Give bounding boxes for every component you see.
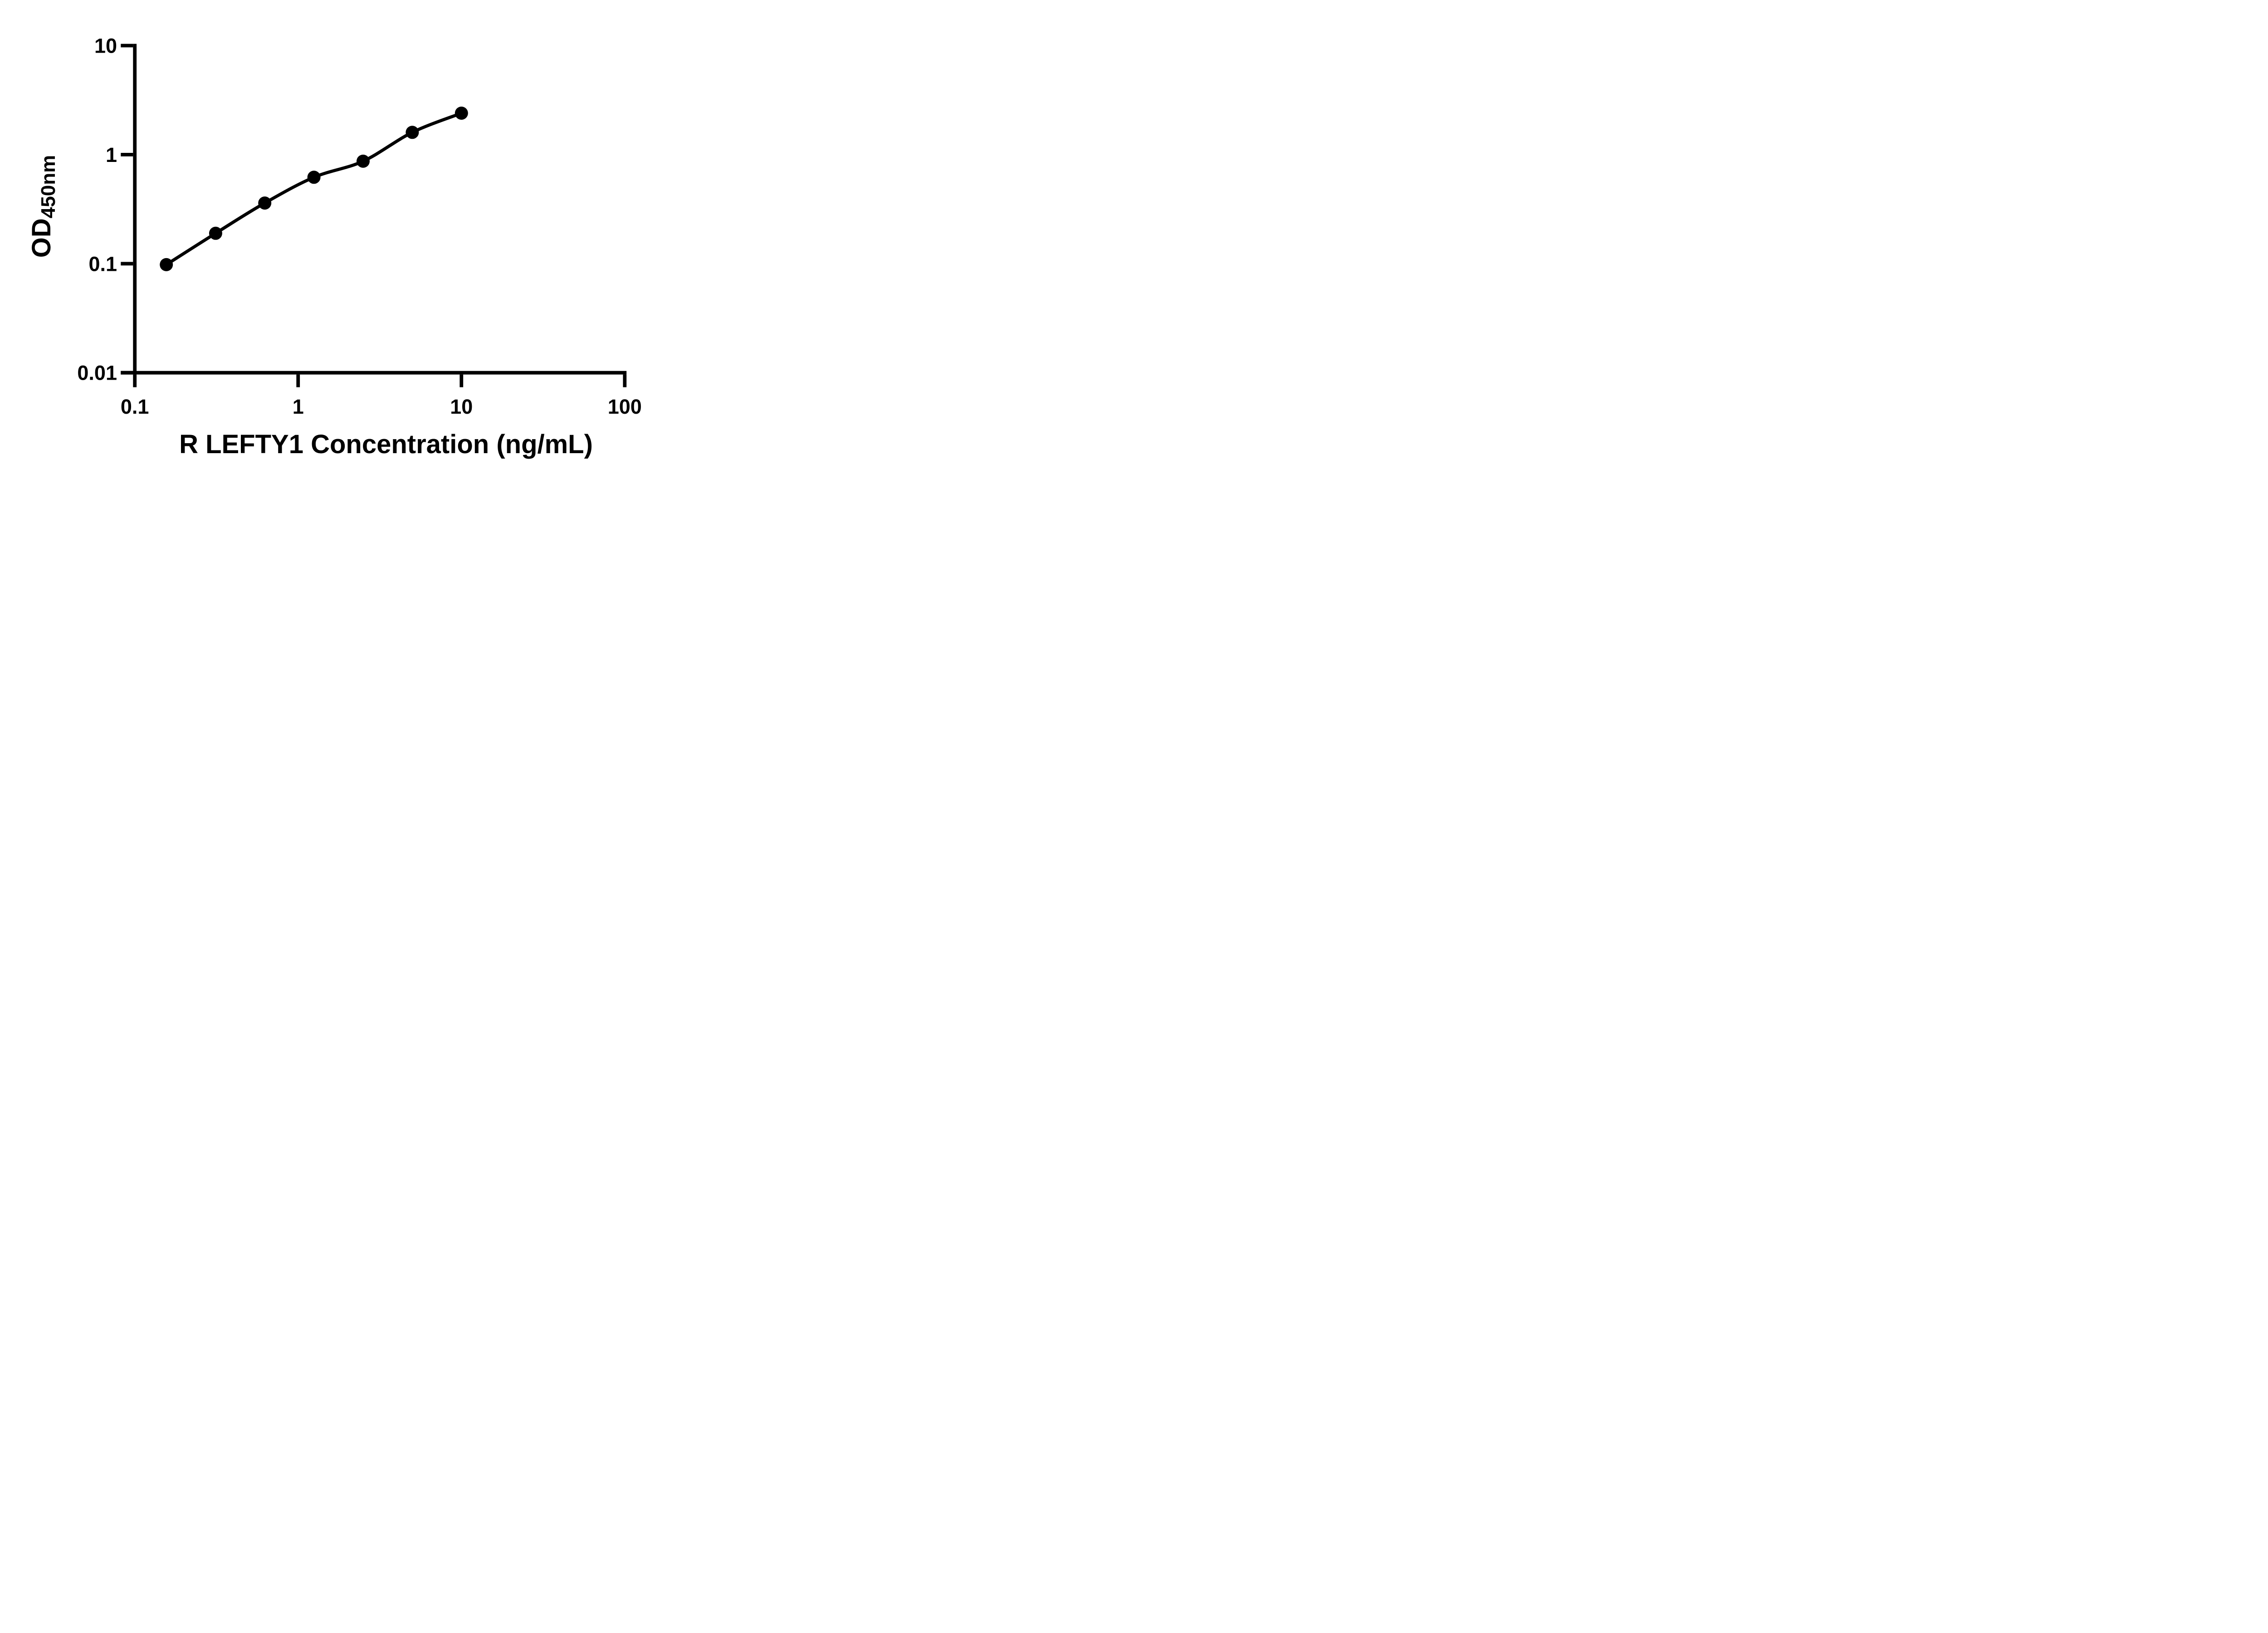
x-axis-title: R LEFTY1 Concentration (ng/mL) [179,430,593,459]
data-point [160,258,173,271]
y-tick-label: 1 [106,143,117,166]
y-axis-title-main: OD [27,218,57,258]
y-axis-title-subscript: 450nm [37,155,59,219]
data-point [258,196,272,210]
y-axis-title: OD450nm [26,155,60,258]
standard-curve-chart: 10 1 0.1 0.01 0.1 1 10 100 OD450nm R LEFTY1 Con… [0,0,700,490]
data-point [406,126,419,139]
x-tick-label: 1 [293,395,304,418]
y-tick-label: 0.1 [88,252,117,275]
data-point [455,107,468,120]
data-point [357,154,370,168]
y-tick-label: 10 [94,34,117,58]
data-point [307,171,321,184]
x-tick-label: 100 [608,395,642,418]
x-tick-label: 0.1 [121,395,149,418]
data-point [209,226,222,240]
x-tick-label: 10 [450,395,473,418]
y-tick-label: 0.01 [77,362,117,385]
